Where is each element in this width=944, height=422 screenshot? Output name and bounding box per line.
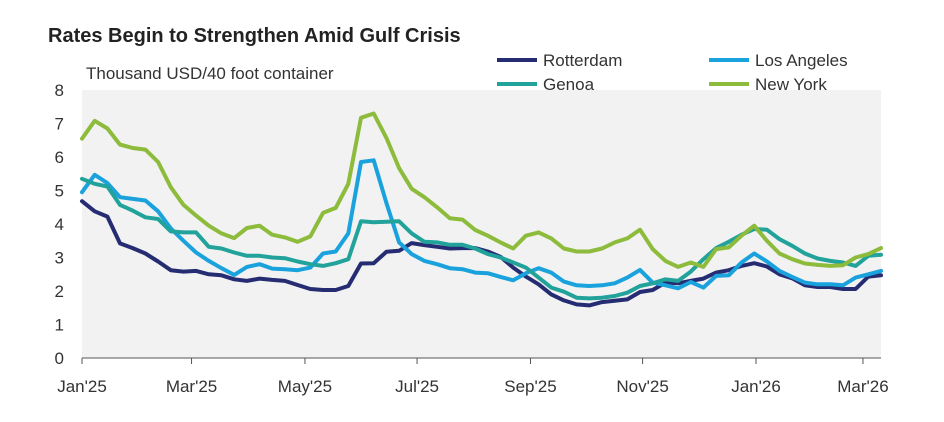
series-line-los-angeles xyxy=(80,158,883,291)
x-tick-label: Nov'25 xyxy=(616,377,668,396)
chart-title: Rates Begin to Strengthen Amid Gulf Cris… xyxy=(48,25,461,47)
legend-label-los-angeles: Los Angeles xyxy=(755,51,848,70)
x-tick-label: Sep'25 xyxy=(504,377,556,396)
y-tick-label: 5 xyxy=(55,182,64,201)
series-lines xyxy=(80,111,883,308)
x-tick-label: Jul'25 xyxy=(395,377,439,396)
y-tick-label: 4 xyxy=(55,215,64,234)
legend-label-rotterdam: Rotterdam xyxy=(543,51,622,70)
y-axis: 0 1 2 3 4 5 6 7 8 xyxy=(55,81,64,368)
y-tick-label: 1 xyxy=(55,316,64,335)
legend-label-genoa: Genoa xyxy=(543,75,595,94)
y-tick-label: 8 xyxy=(55,81,64,100)
legend: Rotterdam Los Angeles Genoa New York xyxy=(497,51,848,94)
plot-area xyxy=(82,90,881,358)
x-tick-label: Mar'26 xyxy=(837,377,888,396)
y-tick-label: 0 xyxy=(55,349,64,368)
y-tick-label: 3 xyxy=(55,249,64,268)
x-tick-label: May'25 xyxy=(278,377,332,396)
x-tick-label: Jan'25 xyxy=(57,377,107,396)
x-tick-label: Jan'26 xyxy=(731,377,781,396)
series-line-new-york xyxy=(80,111,883,269)
legend-label-new-york: New York xyxy=(755,75,827,94)
y-tick-label: 2 xyxy=(55,282,64,301)
x-tick-label: Mar'25 xyxy=(166,377,217,396)
y-tick-label: 6 xyxy=(55,148,64,167)
y-tick-label: 7 xyxy=(55,115,64,134)
y-axis-unit-label: Thousand USD/40 foot container xyxy=(86,64,334,83)
x-axis: Jan'25 Mar'25 May'25 Jul'25 Sep'25 Nov'25 Jan'… xyxy=(57,357,889,396)
